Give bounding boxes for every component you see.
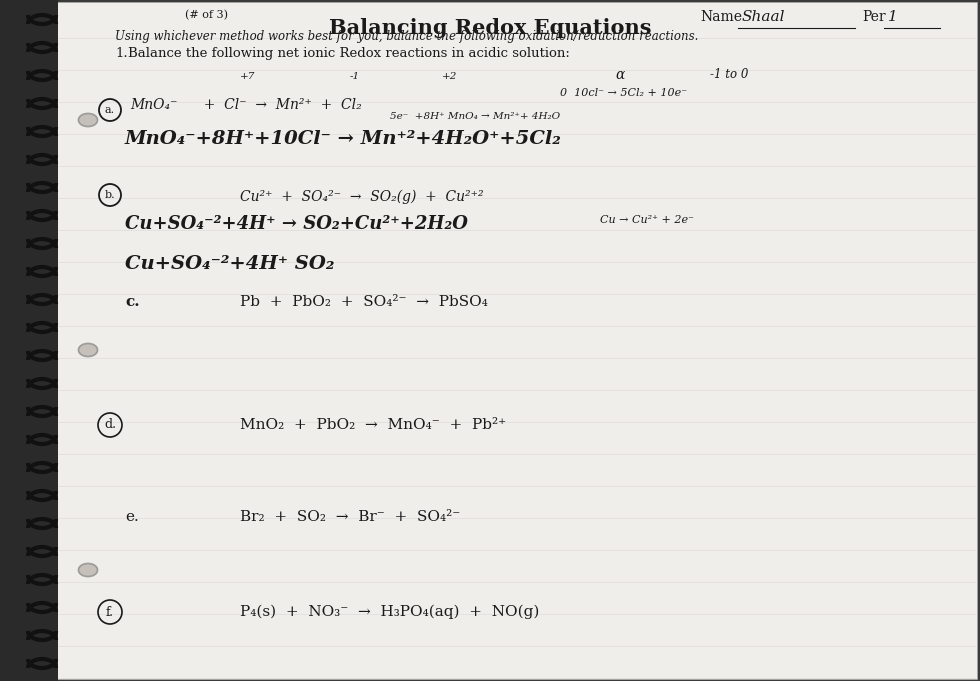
Text: Cu²⁺  +  SO₄²⁻  →  SO₂(g)  +  Cu²⁺²: Cu²⁺ + SO₄²⁻ → SO₂(g) + Cu²⁺² <box>240 190 483 204</box>
Text: 5e⁻  +8H⁺ MnO₄ → Mn²⁺+ 4H₂O: 5e⁻ +8H⁺ MnO₄ → Mn²⁺+ 4H₂O <box>390 112 561 121</box>
Ellipse shape <box>79 344 97 356</box>
Text: -1 to 0: -1 to 0 <box>710 68 749 81</box>
Text: Cu+SO₄⁻²+4H⁺ → SO₂+Cu²⁺+2H₂O: Cu+SO₄⁻²+4H⁺ → SO₂+Cu²⁺+2H₂O <box>125 215 467 233</box>
Text: Br₂  +  SO₂  →  Br⁻  +  SO₄²⁻: Br₂ + SO₂ → Br⁻ + SO₄²⁻ <box>240 510 461 524</box>
Text: (# of 3): (# of 3) <box>185 10 228 20</box>
Text: MnO₄⁻+8H⁺+10Cl⁻ → Mn⁺²+4H₂O⁺+5Cl₂: MnO₄⁻+8H⁺+10Cl⁻ → Mn⁺²+4H₂O⁺+5Cl₂ <box>125 130 562 148</box>
Text: c.: c. <box>125 295 139 309</box>
Text: +7: +7 <box>240 72 256 81</box>
Text: d.: d. <box>104 419 116 432</box>
FancyBboxPatch shape <box>55 2 977 679</box>
Text: α: α <box>615 68 624 82</box>
Text: 1.: 1. <box>115 47 127 60</box>
Text: Cu → Cu²⁺ + 2e⁻: Cu → Cu²⁺ + 2e⁻ <box>600 215 694 225</box>
Ellipse shape <box>79 564 97 576</box>
Ellipse shape <box>78 563 98 577</box>
FancyBboxPatch shape <box>0 0 58 681</box>
Text: Name: Name <box>700 10 742 24</box>
Text: +  Cl⁻  →  Mn²⁺  +  Cl₂: + Cl⁻ → Mn²⁺ + Cl₂ <box>195 98 362 112</box>
Text: 0  10cl⁻ → 5Cl₂ + 10e⁻: 0 10cl⁻ → 5Cl₂ + 10e⁻ <box>560 88 687 98</box>
Text: e.: e. <box>125 510 139 524</box>
Text: Pb  +  PbO₂  +  SO₄²⁻  →  PbSO₄: Pb + PbO₂ + SO₄²⁻ → PbSO₄ <box>240 295 488 309</box>
Text: -1: -1 <box>350 72 360 81</box>
Text: b.: b. <box>105 190 116 200</box>
Text: Balancing Redox Equations: Balancing Redox Equations <box>328 18 652 38</box>
Text: f.: f. <box>106 605 114 618</box>
Text: Shaal: Shaal <box>742 10 786 24</box>
Ellipse shape <box>78 113 98 127</box>
Text: +2: +2 <box>442 72 458 81</box>
Text: P₄(s)  +  NO₃⁻  →  H₃PO₄(aq)  +  NO(g): P₄(s) + NO₃⁻ → H₃PO₄(aq) + NO(g) <box>240 605 539 620</box>
Text: MnO₂  +  PbO₂  →  MnO₄⁻  +  Pb²⁺: MnO₂ + PbO₂ → MnO₄⁻ + Pb²⁺ <box>240 418 506 432</box>
Ellipse shape <box>79 114 97 126</box>
Text: MnO₄⁻+8H⁺+10Cl⁻ → Mn⁺²+4H₂O⁺+5Cl₂: MnO₄⁻+8H⁺+10Cl⁻ → Mn⁺²+4H₂O⁺+5Cl₂ <box>125 160 528 178</box>
Text: 1: 1 <box>888 10 898 24</box>
Text: Balance the following net ionic Redox reactions in acidic solution:: Balance the following net ionic Redox re… <box>128 47 570 60</box>
Ellipse shape <box>78 343 98 357</box>
Text: Cu+SO₄⁻²+4H⁺ SO₂: Cu+SO₄⁻²+4H⁺ SO₂ <box>125 255 334 273</box>
Text: Using whichever method works best for you, balance the following oxidation/reduc: Using whichever method works best for yo… <box>115 30 699 43</box>
Text: MnO₄⁻: MnO₄⁻ <box>130 98 177 112</box>
Text: Per: Per <box>862 10 886 24</box>
Text: a.: a. <box>105 105 115 115</box>
